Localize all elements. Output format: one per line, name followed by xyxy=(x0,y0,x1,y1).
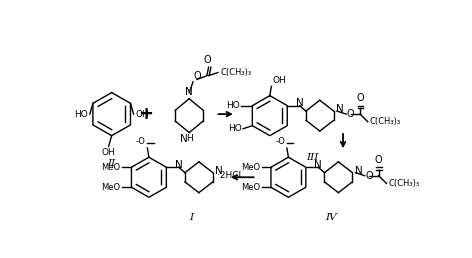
Text: MeO: MeO xyxy=(241,183,260,192)
Text: IV: IV xyxy=(325,213,337,222)
Text: HO: HO xyxy=(75,110,88,119)
Text: N: N xyxy=(215,166,223,176)
Text: C(CH₃)₃: C(CH₃)₃ xyxy=(388,179,419,188)
Text: HO: HO xyxy=(226,101,240,110)
Text: III: III xyxy=(306,153,318,162)
Text: O: O xyxy=(194,71,202,81)
Text: -O: -O xyxy=(276,138,285,147)
Text: OH: OH xyxy=(272,76,286,85)
Text: H: H xyxy=(186,134,193,143)
Text: O: O xyxy=(375,155,382,165)
Text: -O: -O xyxy=(136,138,146,147)
Text: OH: OH xyxy=(102,148,116,157)
Text: N: N xyxy=(296,98,303,108)
Text: OH: OH xyxy=(135,110,149,119)
Text: I: I xyxy=(189,213,193,222)
Text: MeO: MeO xyxy=(101,163,121,172)
Text: O: O xyxy=(347,109,354,119)
Text: II: II xyxy=(108,159,116,168)
Text: N: N xyxy=(354,166,362,176)
Text: C(CH₃)₃: C(CH₃)₃ xyxy=(220,68,251,77)
Text: O: O xyxy=(356,93,364,103)
Text: HO: HO xyxy=(228,124,242,133)
Text: MeO: MeO xyxy=(101,183,121,192)
Text: N: N xyxy=(185,87,193,97)
Text: +: + xyxy=(138,105,153,123)
Text: ·2HCl: ·2HCl xyxy=(217,171,241,180)
Text: C(CH₃)₃: C(CH₃)₃ xyxy=(370,117,401,126)
Text: N: N xyxy=(175,159,183,170)
Text: N: N xyxy=(180,134,188,144)
Text: O: O xyxy=(365,171,373,181)
Text: N: N xyxy=(336,104,344,115)
Text: N: N xyxy=(314,159,322,170)
Text: MeO: MeO xyxy=(241,163,260,172)
Text: O: O xyxy=(204,55,211,65)
